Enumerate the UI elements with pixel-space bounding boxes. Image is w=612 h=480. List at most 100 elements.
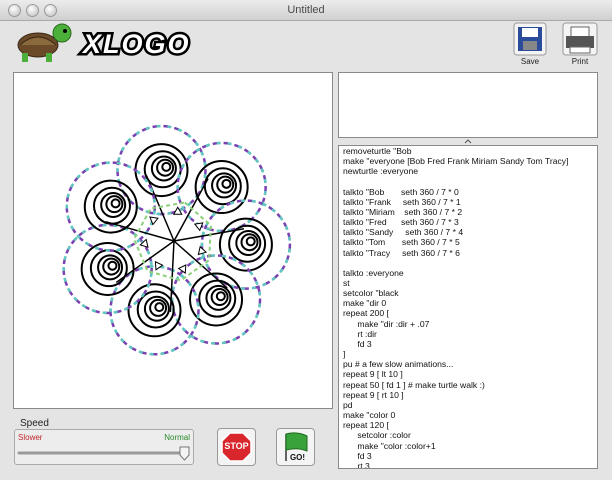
drawing-stroke: [102, 257, 121, 276]
drawing-stroke: [97, 254, 124, 281]
toolbar: XLOGO Save Print: [0, 21, 612, 69]
drawing-stroke: [228, 224, 267, 263]
toolbar-graphics: XLOGO: [17, 22, 598, 62]
save-label[interactable]: Save: [520, 57, 540, 66]
code-block: removeturtle "Bob make "everyone [Bob Fre…: [343, 146, 593, 176]
drawing-stroke: [110, 198, 121, 209]
drawing-stroke: [172, 206, 183, 215]
code-block: talkto "Bob seth 360 / 7 * 0 talkto "Fran…: [343, 187, 593, 258]
go-button[interactable]: GO!: [276, 428, 315, 466]
drawing-stroke: [105, 220, 175, 242]
code-line: setcolor "black: [343, 288, 399, 299]
app-logo: XLOGO: [81, 29, 191, 59]
turtle-logo: [17, 23, 72, 62]
drawing-stroke: [205, 284, 232, 311]
code-line: rt 3: [343, 460, 370, 469]
drawing-stroke: [211, 172, 238, 199]
code-line: st: [343, 278, 350, 288]
drawing-stroke: [80, 241, 135, 296]
stop-sign: [221, 432, 252, 462]
code-line: talkto "Sandy seth 360 / 7 * 4: [343, 227, 464, 238]
code-line: fd 3: [343, 450, 372, 461]
drawing-stroke: [161, 161, 172, 172]
code-line: repeat 9 [ rt 10 ]: [343, 389, 404, 400]
stop-label: STOP: [224, 441, 249, 451]
drawing-stroke: [170, 254, 262, 345]
drawing-stroke: [173, 240, 228, 289]
go-flag: [285, 432, 308, 461]
slower-label: Slower: [18, 433, 43, 442]
drawing-stroke: [169, 240, 175, 312]
stop-button[interactable]: STOP: [217, 428, 256, 466]
drawing-stroke: [136, 290, 175, 329]
code-line: pd: [343, 399, 353, 410]
drawing-stroke: [173, 178, 209, 242]
drawing-stroke: [115, 240, 175, 284]
drawing-stroke: [132, 201, 212, 282]
drawing-stroke: [150, 155, 177, 182]
code-line: repeat 200 [: [343, 308, 389, 319]
code-line: talkto "Tom seth 360 / 7 * 5: [343, 237, 460, 248]
drawing-stroke: [127, 283, 182, 338]
code-line: rt :dir: [343, 328, 377, 339]
code-line: repeat 9 [ lt 10 ]: [343, 369, 403, 380]
print-icon[interactable]: [562, 22, 598, 56]
drawing-stroke: [154, 302, 165, 313]
close-button[interactable]: [8, 4, 21, 17]
window-title: Untitled: [287, 4, 325, 16]
drawing-stroke: [235, 229, 262, 256]
code-line: ]: [343, 349, 346, 360]
drawing-stroke: [65, 161, 157, 252]
drawing-stroke: [116, 124, 207, 216]
code-line: pu # a few slow animations...: [343, 359, 454, 370]
code-line: fd 3: [343, 338, 372, 349]
print-label[interactable]: Print: [571, 57, 589, 66]
drawing-stroke: [156, 158, 175, 177]
drawing-stroke: [218, 217, 273, 272]
code-line: make "dir :dir + .07: [343, 318, 430, 329]
code-block: talkto :everyone st setcolor "black make "d…: [343, 267, 593, 469]
drawing-stroke: [109, 265, 200, 356]
code-line: talkto :everyone: [343, 267, 404, 278]
drawing-stroke: [198, 279, 237, 318]
drawing-stroke: [245, 236, 256, 247]
code-line: repeat 120 [: [343, 420, 389, 431]
normal-label: Normal: [164, 433, 190, 442]
code-line: make "color 0: [343, 410, 396, 421]
drawing-stroke: [107, 260, 118, 271]
history-pane: [338, 72, 598, 138]
drawing-stroke: [176, 141, 267, 233]
code-line: make "color :color+1: [343, 440, 436, 451]
speed-slider[interactable]: [15, 442, 193, 464]
code-editor[interactable]: removeturtle "Bob make "everyone [Bob Fre…: [338, 145, 598, 469]
split-handle[interactable]: [338, 138, 598, 145]
drawing-stroke: [83, 179, 138, 234]
minimize-button[interactable]: [26, 4, 39, 17]
drawing-stroke: [105, 195, 124, 214]
drawing-stroke: [221, 178, 232, 189]
zoom-button[interactable]: [44, 4, 57, 17]
drawing-stroke: [216, 175, 235, 194]
go-label: GO!: [289, 453, 306, 462]
drawing-stroke: [240, 233, 259, 252]
drawing-stroke: [143, 295, 170, 322]
code-line: talkto "Miriam seth 360 / 7 * 2: [343, 206, 463, 217]
drawing-stroke: [154, 260, 164, 271]
code-line: repeat 50 [ fd 1 ] # make turtle walk :): [343, 379, 485, 390]
drawing-stroke: [200, 199, 292, 290]
speed-box: Slower Normal: [14, 429, 194, 465]
turtle-drawing: [62, 124, 292, 356]
code-line: newturtle :everyone: [343, 166, 418, 177]
save-icon[interactable]: [513, 22, 547, 56]
code-line: make "dir 0: [343, 298, 387, 309]
drawing-canvas: [13, 72, 333, 409]
drawing-stroke: [139, 238, 149, 248]
code-line: talkto "Bob seth 360 / 7 * 0: [343, 186, 459, 197]
drawing-stroke: [210, 288, 229, 307]
drawing-stroke: [173, 227, 245, 242]
title-bar: Untitled: [0, 0, 612, 21]
drawing-stroke: [203, 167, 242, 206]
drawing-stroke: [215, 291, 226, 302]
code-line: talkto "Frank seth 360 / 7 * 1: [343, 196, 461, 207]
